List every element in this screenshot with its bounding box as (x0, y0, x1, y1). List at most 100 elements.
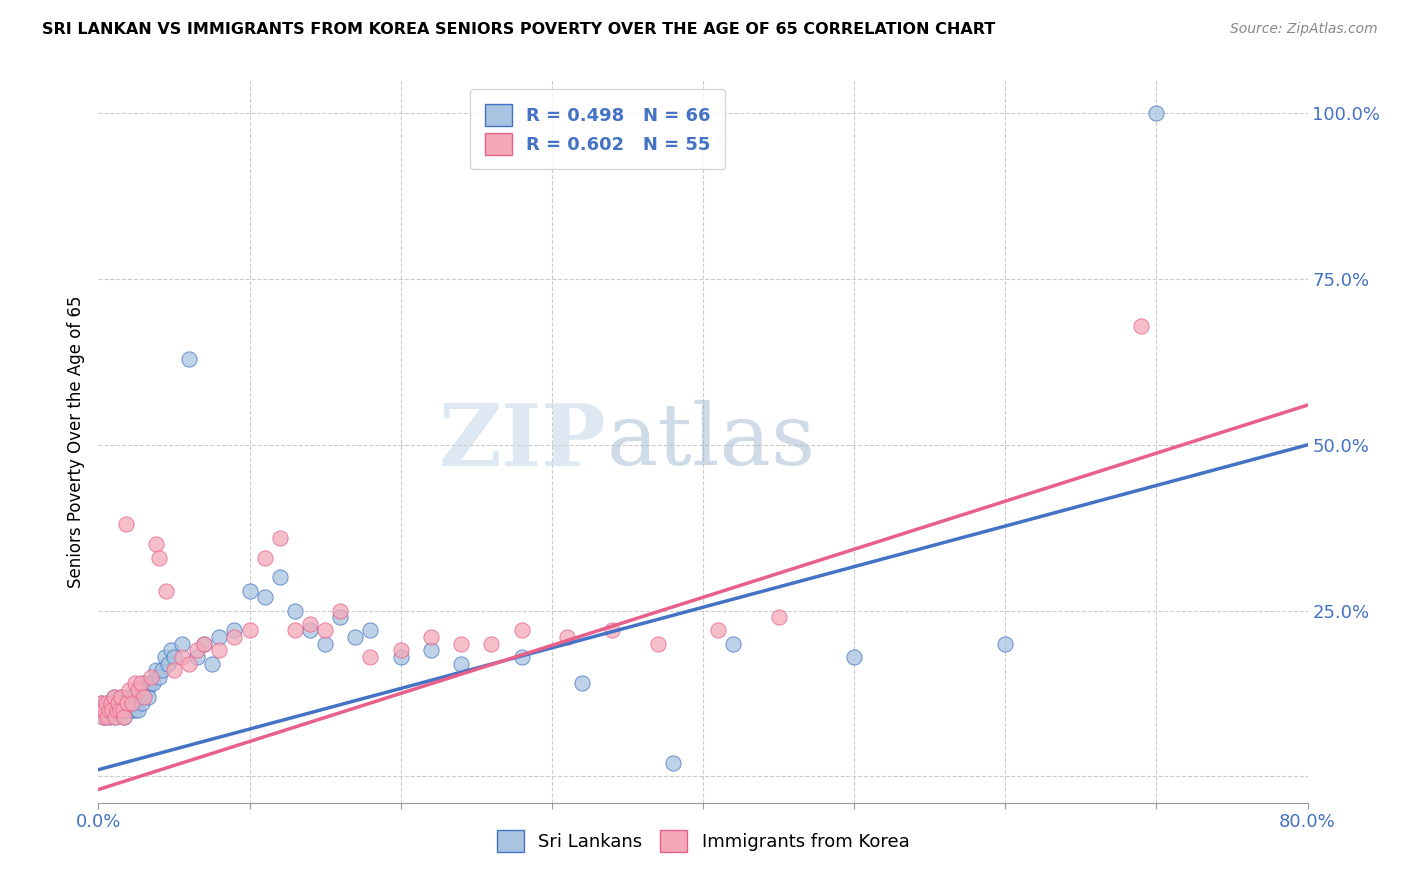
Point (420, 630, 443, 644)
Point (132, 676, 155, 690)
Point (163, 650, 186, 665)
Point (420, 643, 443, 657)
Point (93, 703, 115, 717)
Point (284, 603, 307, 617)
Point (253, 550, 276, 565)
Point (129, 676, 152, 690)
Point (1130, 318, 1153, 333)
Point (179, 351, 201, 366)
Point (269, 531, 291, 545)
Point (125, 697, 148, 711)
Point (100, 703, 122, 717)
Point (163, 663, 186, 677)
Point (450, 657, 472, 671)
Text: Source: ZipAtlas.com: Source: ZipAtlas.com (1230, 22, 1378, 37)
Point (124, 676, 146, 690)
Point (360, 624, 382, 638)
Point (121, 697, 143, 711)
Point (101, 703, 124, 717)
Point (186, 650, 208, 665)
Point (155, 583, 177, 598)
Point (170, 650, 193, 665)
Point (104, 709, 127, 723)
Text: SRI LANKAN VS IMMIGRANTS FROM KOREA SENIORS POVERTY OVER THE AGE OF 65 CORRELATI: SRI LANKAN VS IMMIGRANTS FROM KOREA SENI… (42, 22, 995, 37)
Point (239, 624, 262, 638)
Point (93, 709, 115, 723)
Point (105, 703, 128, 717)
Point (141, 670, 163, 684)
Point (193, 637, 215, 651)
Point (94, 703, 117, 717)
Point (90, 697, 112, 711)
Point (108, 703, 131, 717)
Point (170, 637, 193, 651)
Point (114, 517, 136, 532)
Point (127, 683, 149, 698)
Point (160, 643, 183, 657)
Point (224, 630, 246, 644)
Y-axis label: Seniors Poverty Over the Age of 65: Seniors Poverty Over the Age of 65 (66, 295, 84, 588)
Point (661, 756, 683, 770)
Point (103, 690, 125, 704)
Point (120, 697, 142, 711)
Point (112, 709, 135, 723)
Point (153, 650, 176, 665)
Point (96, 697, 118, 711)
Point (148, 670, 170, 684)
Point (122, 690, 145, 704)
Point (193, 637, 215, 651)
Point (994, 637, 1017, 651)
Point (389, 643, 412, 657)
Point (91, 709, 114, 723)
Point (121, 703, 143, 717)
Point (239, 583, 262, 598)
Point (112, 709, 135, 723)
Point (314, 624, 336, 638)
Point (723, 637, 745, 651)
Point (115, 697, 138, 711)
Point (844, 650, 866, 665)
Point (110, 690, 132, 704)
Point (602, 624, 624, 638)
Point (100, 697, 122, 711)
Point (186, 643, 208, 657)
Point (208, 643, 231, 657)
Point (111, 703, 134, 717)
Point (90, 697, 112, 711)
Point (129, 690, 152, 704)
Legend: Sri Lankans, Immigrants from Korea: Sri Lankans, Immigrants from Korea (489, 822, 917, 859)
Point (142, 676, 165, 690)
Point (360, 650, 382, 665)
Point (98, 703, 121, 717)
Point (145, 537, 167, 551)
Point (111, 703, 134, 717)
Point (707, 624, 730, 638)
Point (208, 630, 231, 644)
Point (110, 690, 132, 704)
Point (510, 650, 533, 665)
Point (555, 630, 578, 644)
Point (179, 657, 201, 671)
Point (89, 703, 111, 717)
Point (224, 624, 246, 638)
Point (510, 624, 533, 638)
Text: atlas: atlas (606, 400, 815, 483)
Point (145, 663, 167, 677)
Point (201, 657, 224, 671)
Point (96, 709, 118, 723)
Point (94, 697, 117, 711)
Point (105, 703, 128, 717)
Point (127, 703, 149, 717)
Point (647, 637, 669, 651)
Point (118, 690, 141, 704)
Point (299, 624, 322, 638)
Point (329, 603, 352, 617)
Point (344, 630, 367, 644)
Point (299, 616, 322, 631)
Point (150, 663, 173, 677)
Point (481, 637, 503, 651)
Point (450, 637, 472, 651)
Point (118, 683, 141, 698)
Point (284, 624, 307, 638)
Point (571, 676, 593, 690)
